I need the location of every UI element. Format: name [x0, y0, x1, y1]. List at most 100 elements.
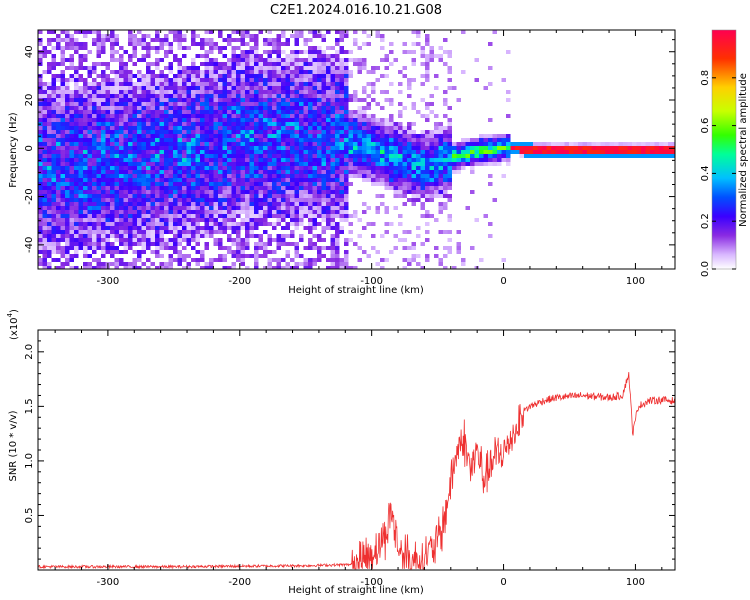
spectrogram-cell: [204, 262, 209, 266]
spectrogram-cell: [191, 82, 196, 86]
spectrogram-cell: [128, 154, 133, 158]
spectrogram-cell: [78, 74, 83, 78]
spectrogram-cell: [38, 222, 43, 226]
spectrogram-cell: [56, 126, 61, 130]
spectrogram-cell: [96, 130, 101, 134]
spectrogram-cell: [96, 190, 101, 194]
spectrogram-cell: [434, 86, 439, 90]
spectrogram-cell: [195, 146, 200, 150]
spectrogram-cell: [393, 170, 398, 174]
spectrogram-cell: [272, 150, 277, 154]
spectrogram-cell: [114, 198, 119, 202]
spectrogram-cell: [56, 218, 61, 222]
spectrogram-cell: [177, 82, 182, 86]
spectrogram-cell: [209, 138, 214, 142]
spectrogram-cell: [240, 166, 245, 170]
spectrogram-cell: [119, 154, 124, 158]
spectrogram-cell: [132, 262, 137, 266]
spectrogram-cell: [141, 94, 146, 98]
spectrogram-cell: [245, 218, 250, 222]
spectrogram-cell: [272, 162, 277, 166]
spectrogram-cell: [114, 58, 119, 62]
spectrogram-cell: [96, 46, 101, 50]
spectrogram-cell: [47, 214, 52, 218]
spectrogram-cell: [456, 230, 461, 234]
spectrogram-cell: [114, 130, 119, 134]
spectrogram-cell: [101, 94, 106, 98]
spectrogram-cell: [339, 266, 344, 269]
spectrogram-cell: [83, 126, 88, 130]
spectrogram-cell: [578, 146, 583, 150]
spectrogram-cell: [132, 170, 137, 174]
spectrogram-cell: [281, 114, 286, 118]
spectrogram-cell: [159, 86, 164, 90]
spectrogram-cell: [411, 182, 416, 186]
spectrogram-cell: [317, 126, 322, 130]
spectrogram-cell: [123, 154, 128, 158]
spectrogram-cell: [447, 70, 452, 74]
spectrogram-cell: [447, 166, 452, 170]
spectrogram-cell: [218, 182, 223, 186]
spectrogram-cell: [182, 254, 187, 258]
spectrogram-cell: [308, 82, 313, 86]
spectrogram-cell: [74, 114, 79, 118]
spectrogram-cell: [42, 254, 47, 258]
spectrogram-cell: [285, 138, 290, 142]
spectrogram-cell: [114, 214, 119, 218]
spectrogram-cell: [132, 166, 137, 170]
spectrogram-cell: [186, 106, 191, 110]
spectrogram-cell: [114, 74, 119, 78]
spectrogram-cell: [254, 82, 259, 86]
spectrogram-cell: [51, 130, 56, 134]
spectrogram-cell: [380, 146, 385, 150]
spectrogram-cell: [150, 130, 155, 134]
spectrogram-cell: [132, 62, 137, 66]
spectrogram-cell: [146, 34, 151, 38]
spectrogram-cell: [222, 162, 227, 166]
spectrogram-cell: [407, 258, 412, 262]
spectrogram-cell: [434, 170, 439, 174]
spectrogram-cell: [51, 142, 56, 146]
spectrogram-cell: [398, 238, 403, 242]
spectrogram-cell: [96, 150, 101, 154]
spectrogram-cell: [74, 230, 79, 234]
spectrogram-cell: [195, 98, 200, 102]
spectrogram-cell: [290, 122, 295, 126]
spectrogram-cell: [218, 230, 223, 234]
spectrogram-cell: [105, 194, 110, 198]
spectrogram-cell: [596, 146, 601, 150]
spectrogram-cell: [195, 262, 200, 266]
spectrogram-cell: [155, 202, 160, 206]
spectrogram-cell: [78, 150, 83, 154]
spectrogram-cell: [312, 190, 317, 194]
spectrogram-cell: [87, 218, 92, 222]
spectrogram-cell: [105, 158, 110, 162]
spectrogram-cell: [447, 126, 452, 130]
spectrogram-cell: [425, 166, 430, 170]
spectrogram-cell: [92, 186, 97, 190]
spectrogram-cell: [425, 174, 430, 178]
spectrogram-cell: [375, 170, 380, 174]
spectrogram-cell: [488, 82, 493, 86]
spectrogram-cell: [78, 162, 83, 166]
spectrogram-cell: [141, 82, 146, 86]
spectrogram-cell: [294, 126, 299, 130]
spectrogram-cell: [114, 110, 119, 114]
spectrogram-cell: [123, 222, 128, 226]
spectrogram-cell: [366, 102, 371, 106]
spectrogram-cell: [195, 218, 200, 222]
spectrogram-cell: [429, 214, 434, 218]
spectrogram-cell: [195, 42, 200, 46]
spectrogram-cell: [83, 238, 88, 242]
spectrogram-cell: [654, 150, 659, 154]
spectrogram-cell: [150, 174, 155, 178]
spectrogram-cell: [443, 38, 448, 42]
spectrogram-cell: [474, 146, 479, 150]
spectrogram-cell: [425, 38, 430, 42]
spectrogram-cell: [186, 166, 191, 170]
spectrogram-cell: [290, 174, 295, 178]
spectrogram-cell: [137, 258, 142, 262]
spectrogram-cell: [407, 262, 412, 266]
spectrogram-cell: [353, 158, 358, 162]
spectrogram-cell: [254, 114, 259, 118]
